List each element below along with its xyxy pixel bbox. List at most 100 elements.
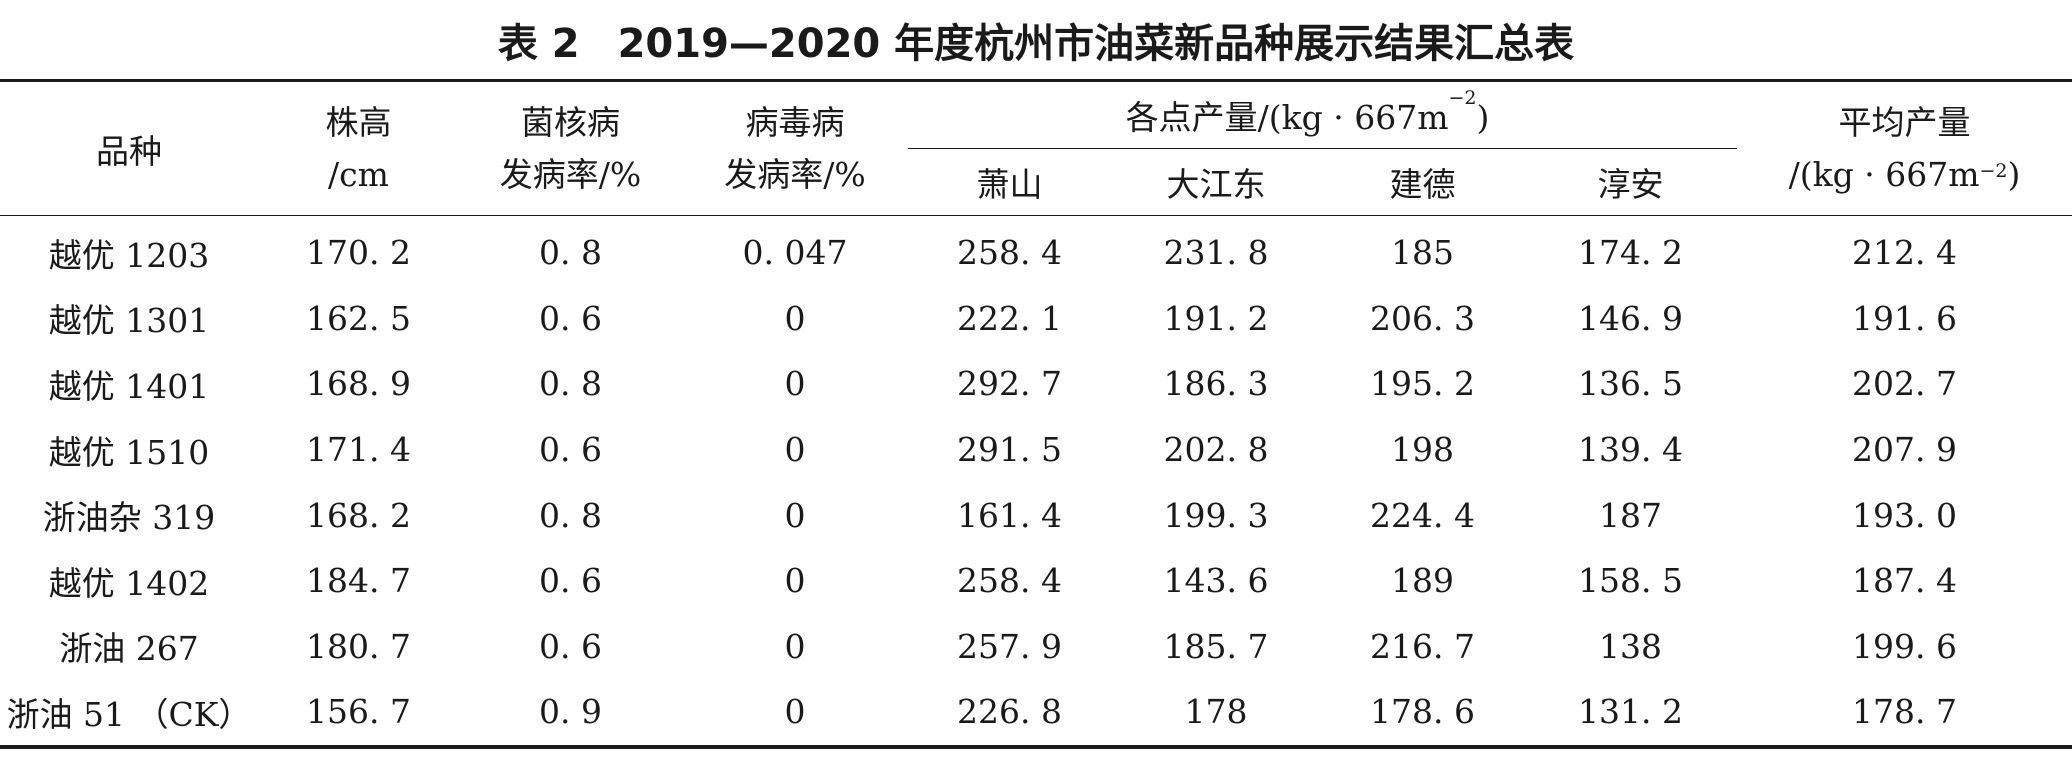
sclerotinia-rate-cell: 0. 6 <box>539 430 602 470</box>
variety-cell: 浙油 267 <box>59 629 199 669</box>
xiaoshan-yield-cell: 292. 7 <box>957 364 1062 404</box>
sclerotinia-rate-cell: 0. 9 <box>459 679 682 749</box>
plant-height-cell: 171. 4 <box>306 430 411 470</box>
dajiangdong-yield-cell: 178 <box>1111 679 1321 749</box>
chunan-yield-cell: 139. 4 <box>1578 430 1683 470</box>
variety-cell: 越优 1401 <box>48 366 210 406</box>
dajiangdong-yield-cell: 143. 6 <box>1163 561 1269 601</box>
table-row: 浙油 267 180. 7 0. 6 0 257. 9 185. 7 216. 7 138 19… <box>0 614 2072 680</box>
header-sclerotinia-line1: 菌核病 <box>521 102 620 142</box>
virus-rate-cell: 0 <box>784 495 806 535</box>
plant-height-cell: 184. 7 <box>306 561 411 601</box>
header-site-yield-group: 各点产量/(kg · 667m−2) <box>908 81 1737 149</box>
chunan-yield-cell: 187 <box>1599 495 1662 535</box>
average-yield-cell: 199. 6 <box>1852 626 1957 666</box>
xiaoshan-yield-cell: 226. 8 <box>908 679 1111 749</box>
xiaoshan-yield-cell: 222. 1 <box>957 298 1062 338</box>
variety-cell: 越优 1510 <box>48 432 210 472</box>
plant-height-cell: 170. 2 <box>306 233 411 273</box>
virus-rate-cell: 0 <box>784 561 806 601</box>
results-table: 品种 株高/cm 菌核病发病率/% 病毒病发病率/% 各点产量/(kg · 66… <box>0 79 2072 749</box>
table-row: 浙油 51 （CK） 156. 7 0. 9 0 226. 8 178 178. 6 131.… <box>0 679 2072 749</box>
xiaoshan-yield-cell: 161. 4 <box>957 495 1062 535</box>
header-site-jiande: 建德 <box>1321 148 1524 216</box>
chunan-yield-cell: 158. 5 <box>1578 561 1683 601</box>
sclerotinia-rate-cell: 0. 8 <box>539 364 602 404</box>
variety-cell: 越优 1301 <box>48 301 210 341</box>
header-average-yield-line2-prefix: /(kg · 667m <box>1788 154 1980 194</box>
table-row: 越优 1301 162. 5 0. 6 0 222. 1 191. 2 206. 3 146.… <box>0 286 2072 352</box>
header-plant-height-line1: 株高 <box>325 102 392 142</box>
table-row: 越优 1401 168. 9 0. 8 0 292. 7 186. 3 195. 2 136.… <box>0 351 2072 417</box>
table-caption: 表 2 2019—2020 年度杭州市油菜新品种展示结果汇总表 <box>0 14 2072 74</box>
header-variety-label: 品种 <box>96 131 162 171</box>
chunan-yield-cell: 146. 9 <box>1578 298 1683 338</box>
table-body: 越优 1203 170. 2 0. 8 0. 047 258. 4 231. 8 185 17… <box>0 216 2072 749</box>
header-virus: 病毒病发病率/% <box>682 81 908 216</box>
header-variety: 品种 <box>0 81 258 216</box>
dajiangdong-yield-cell: 199. 3 <box>1163 495 1269 535</box>
variety-cell: 浙油 51 （CK） <box>0 679 258 749</box>
table-row: 越优 1510 171. 4 0. 6 0 291. 5 202. 8 198 139. 4 2… <box>0 417 2072 483</box>
header-average-yield-line2-suffix: ) <box>2007 154 2021 194</box>
jiande-yield-cell: 178. 6 <box>1321 679 1524 749</box>
virus-rate-cell: 0 <box>784 364 806 404</box>
header-site-chunan: 淳安 <box>1524 148 1738 216</box>
xiaoshan-yield-cell: 257. 9 <box>957 626 1062 666</box>
plant-height-cell: 168. 9 <box>306 364 411 404</box>
virus-rate-cell: 0. 047 <box>742 233 848 273</box>
plant-height-cell: 180. 7 <box>306 626 411 666</box>
header-virus-line2: 发病率/% <box>724 154 866 194</box>
average-yield-cell: 207. 9 <box>1852 430 1957 470</box>
chunan-yield-cell: 131. 2 <box>1524 679 1738 749</box>
virus-rate-cell: 0 <box>784 430 806 470</box>
sclerotinia-rate-cell: 0. 6 <box>539 561 602 601</box>
header-site-yield-suffix: ) <box>1476 98 1490 137</box>
xiaoshan-yield-cell: 291. 5 <box>957 430 1062 470</box>
dajiangdong-yield-cell: 191. 2 <box>1163 298 1269 338</box>
header-average-yield-exp: −2 <box>1979 159 2008 182</box>
xiaoshan-yield-cell: 258. 4 <box>957 233 1062 273</box>
plant-height-cell: 156. 7 <box>258 679 459 749</box>
header-site-xiaoshan: 萧山 <box>908 148 1111 216</box>
jiande-yield-cell: 185 <box>1391 233 1454 273</box>
chunan-yield-cell: 136. 5 <box>1578 364 1683 404</box>
header-plant-height-line2: /cm <box>328 154 389 194</box>
header-virus-line1: 病毒病 <box>745 102 845 142</box>
virus-rate-cell: 0 <box>682 679 908 749</box>
virus-rate-cell: 0 <box>784 626 806 666</box>
average-yield-cell: 212. 4 <box>1852 233 1957 273</box>
average-yield-cell: 202. 7 <box>1852 364 1957 404</box>
dajiangdong-yield-cell: 231. 8 <box>1163 233 1269 273</box>
virus-rate-cell: 0 <box>784 298 806 338</box>
dajiangdong-yield-cell: 185. 7 <box>1163 626 1269 666</box>
sclerotinia-rate-cell: 0. 6 <box>539 298 602 338</box>
header-average-yield-line1: 平均产量 <box>1838 102 1971 142</box>
table-row: 越优 1203 170. 2 0. 8 0. 047 258. 4 231. 8 185 17… <box>0 216 2072 286</box>
plant-height-cell: 168. 2 <box>306 495 411 535</box>
average-yield-cell: 187. 4 <box>1852 561 1957 601</box>
table-row: 越优 1402 184. 7 0. 6 0 258. 4 143. 6 189 158. 5 1… <box>0 548 2072 614</box>
chunan-yield-cell: 138 <box>1599 626 1662 666</box>
header-sclerotinia: 菌核病发病率/% <box>459 81 682 216</box>
header-plant-height: 株高/cm <box>258 81 459 216</box>
average-yield-cell: 178. 7 <box>1737 679 2072 749</box>
average-yield-cell: 193. 0 <box>1852 495 1957 535</box>
jiande-yield-cell: 189 <box>1391 561 1454 601</box>
jiande-yield-cell: 195. 2 <box>1370 364 1475 404</box>
jiande-yield-cell: 206. 3 <box>1370 298 1475 338</box>
header-average-yield: 平均产量 /(kg · 667m−2) <box>1737 81 2072 216</box>
sclerotinia-rate-cell: 0. 8 <box>539 495 602 535</box>
jiande-yield-cell: 224. 4 <box>1370 495 1475 535</box>
header-sclerotinia-line2: 发病率/% <box>499 154 642 194</box>
sclerotinia-rate-cell: 0. 8 <box>539 233 602 273</box>
table-header: 品种 株高/cm 菌核病发病率/% 病毒病发病率/% 各点产量/(kg · 66… <box>0 80 2072 216</box>
header-site-dajiangdong: 大江东 <box>1111 148 1321 216</box>
dajiangdong-yield-cell: 186. 3 <box>1163 364 1269 404</box>
jiande-yield-cell: 198 <box>1391 430 1454 470</box>
chunan-yield-cell: 174. 2 <box>1578 233 1683 273</box>
table-number: 表 2 <box>497 21 580 67</box>
table-title: 2019—2020 年度杭州市油菜新品种展示结果汇总表 <box>617 21 1575 67</box>
xiaoshan-yield-cell: 258. 4 <box>957 561 1062 601</box>
header-site-yield-exp: −2 <box>1448 87 1477 109</box>
